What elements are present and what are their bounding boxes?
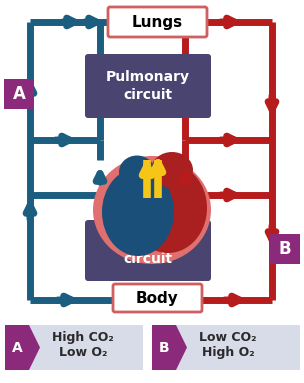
Text: Low CO₂: Low CO₂ xyxy=(199,331,257,344)
Text: Systemic
circuit: Systemic circuit xyxy=(113,234,183,266)
Polygon shape xyxy=(176,325,187,370)
Text: Body: Body xyxy=(136,290,178,306)
Ellipse shape xyxy=(129,163,207,253)
FancyBboxPatch shape xyxy=(4,79,34,109)
FancyBboxPatch shape xyxy=(152,325,300,370)
Text: Pulmonary
circuit: Pulmonary circuit xyxy=(106,70,190,102)
Text: B: B xyxy=(159,340,169,355)
Text: A: A xyxy=(12,340,22,355)
FancyBboxPatch shape xyxy=(5,325,29,370)
Ellipse shape xyxy=(119,155,155,188)
Ellipse shape xyxy=(151,152,193,188)
Text: High CO₂: High CO₂ xyxy=(52,331,114,344)
FancyBboxPatch shape xyxy=(113,284,202,312)
Text: B: B xyxy=(279,240,291,258)
FancyBboxPatch shape xyxy=(5,325,143,370)
Ellipse shape xyxy=(102,168,174,256)
Text: A: A xyxy=(12,85,26,103)
Text: High O₂: High O₂ xyxy=(202,346,254,359)
Text: Low O₂: Low O₂ xyxy=(59,346,107,359)
FancyBboxPatch shape xyxy=(108,7,207,37)
FancyBboxPatch shape xyxy=(85,220,211,281)
Polygon shape xyxy=(29,325,40,370)
FancyBboxPatch shape xyxy=(270,234,300,264)
Ellipse shape xyxy=(93,156,211,264)
FancyBboxPatch shape xyxy=(85,54,211,118)
FancyBboxPatch shape xyxy=(152,325,176,370)
Text: Lungs: Lungs xyxy=(131,15,183,29)
